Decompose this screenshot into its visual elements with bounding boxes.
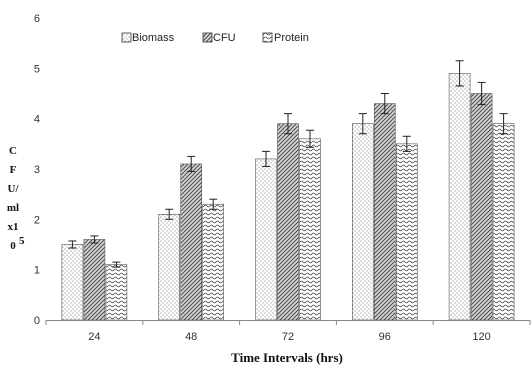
bar-protein-96 <box>395 143 418 321</box>
y-tick-label: 1 <box>34 265 40 277</box>
y-tick-label: 3 <box>34 164 40 176</box>
y-axis-title-line: F <box>10 164 17 176</box>
bar-cfu-72 <box>277 123 299 321</box>
y-axis-title-line: C <box>9 145 17 157</box>
error-bars <box>68 60 508 268</box>
legend-swatch-biomass <box>121 32 132 43</box>
legend-label-cfu: CFU <box>213 32 236 44</box>
y-axis-title-line: U/ <box>8 183 20 195</box>
legend: Biomass CFU Protein <box>121 32 309 44</box>
x-axis-ticks: 24 48 72 96 120 <box>45 320 531 343</box>
bar-biomass-96 <box>351 123 374 321</box>
legend-swatch-cfu <box>202 32 213 43</box>
legend-label-protein: Protein <box>274 32 309 44</box>
bar-cfu-120 <box>470 93 493 321</box>
x-tick-label: 48 <box>185 331 197 343</box>
bars <box>61 73 515 321</box>
y-axis-title-line: x1 <box>8 221 19 233</box>
bar-biomass-48 <box>158 214 180 321</box>
y-tick-label: 2 <box>34 214 40 226</box>
y-tick-label: 6 <box>34 13 40 25</box>
bar-cfu-96 <box>373 103 396 321</box>
legend-swatch-protein <box>262 32 273 43</box>
bar-protein-72 <box>299 138 321 321</box>
bar-protein-48 <box>202 203 224 321</box>
x-tick-label: 96 <box>379 331 391 343</box>
bar-biomass-24 <box>61 244 84 321</box>
bar-protein-120 <box>492 123 515 321</box>
x-axis-title: Time Intervals (hrs) <box>231 350 343 365</box>
y-axis-ticks: 0 1 2 3 4 5 6 <box>34 13 40 327</box>
y-axis-title: CF U/ml x1 0 5 <box>7 145 25 252</box>
bar-biomass-72 <box>255 158 277 321</box>
bar-protein-24 <box>105 264 128 321</box>
x-tick-label: 120 <box>472 331 490 343</box>
y-axis-title-superscript: 5 <box>19 235 25 247</box>
y-tick-label: 0 <box>34 315 40 327</box>
bar-biomass-120 <box>448 73 471 321</box>
bar-cfu-48 <box>180 163 202 321</box>
x-tick-label: 72 <box>282 331 294 343</box>
y-axis-title-line: 0 <box>10 240 16 252</box>
y-axis-title-line: ml <box>7 202 19 214</box>
legend-label-biomass: Biomass <box>132 32 175 44</box>
y-tick-label: 4 <box>34 114 40 126</box>
x-tick-label: 24 <box>88 331 100 343</box>
y-tick-label: 5 <box>34 63 40 75</box>
bar-cfu-24 <box>83 239 106 321</box>
